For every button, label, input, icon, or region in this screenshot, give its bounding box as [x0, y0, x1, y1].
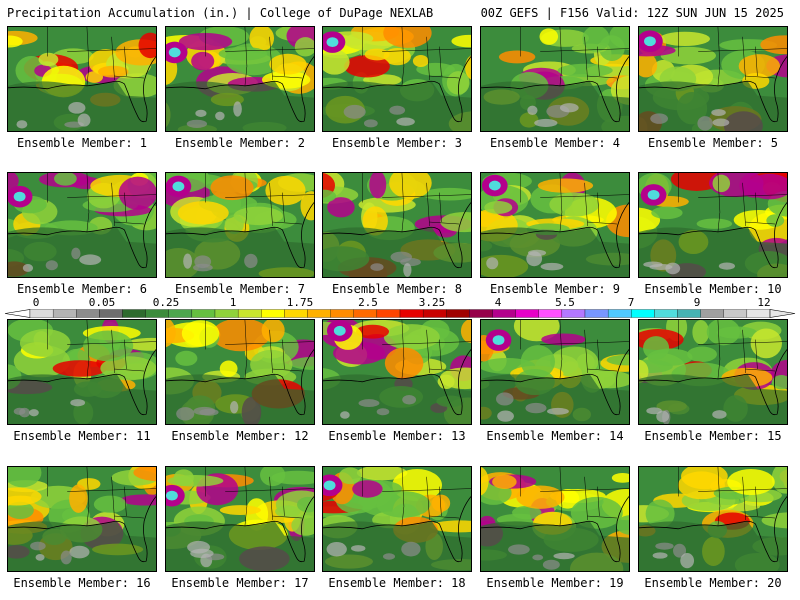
ensemble-member-caption: Ensemble Member: 9 [489, 282, 621, 296]
ensemble-member-map [322, 319, 472, 425]
map-title: Precipitation Accumulation (in.) | Colle… [7, 6, 434, 20]
colorbar-bin [52, 309, 77, 318]
colorbar-bin [538, 309, 563, 318]
ensemble-member-caption: Ensemble Member: 19 [486, 576, 624, 590]
colorbar-bin [654, 309, 678, 318]
colorbar-bin [700, 309, 724, 318]
colorbar-bin [746, 309, 771, 318]
colorbar-bin [330, 309, 354, 318]
colorbar-bin [191, 309, 216, 318]
ensemble-member-map [480, 319, 630, 425]
ensemble-member-caption: Ensemble Member: 17 [171, 576, 309, 590]
colorbar-bin [214, 309, 239, 318]
colorbar-tick-label: 0 [32, 296, 40, 309]
colorbar-bin [584, 309, 609, 318]
ensemble-member-caption: Ensemble Member: 13 [328, 429, 466, 443]
ensemble-member-caption: Ensemble Member: 10 [644, 282, 782, 296]
colorbar-bin [446, 309, 470, 318]
ensemble-member-caption: Ensemble Member: 20 [644, 576, 782, 590]
ensemble-member-map [480, 466, 630, 572]
colorbar-tick-label: 9 [693, 296, 701, 309]
ensemble-member-map [165, 466, 315, 572]
colorbar-bin [677, 309, 701, 318]
ensemble-member-map [322, 172, 472, 278]
ensemble-member-map [165, 172, 315, 278]
ensemble-member-caption: Ensemble Member: 15 [644, 429, 782, 443]
colorbar-bin [261, 309, 285, 318]
ensemble-member-caption: Ensemble Member: 3 [331, 136, 463, 150]
colorbar-bin [168, 309, 193, 318]
ensemble-member-caption: Ensemble Member: 12 [171, 429, 309, 443]
ensemble-member-map [638, 466, 788, 572]
ensemble-member-map [7, 172, 157, 278]
colorbar-bin [122, 309, 146, 318]
ensemble-member-caption: Ensemble Member: 5 [647, 136, 779, 150]
colorbar-bin [284, 309, 308, 318]
ensemble-member-caption: Ensemble Member: 2 [174, 136, 306, 150]
ensemble-member-map [638, 319, 788, 425]
ensemble-member-map [638, 172, 788, 278]
colorbar-tick-label: 2.5 [358, 296, 378, 309]
ensemble-member-map [7, 466, 157, 572]
ensemble-member-caption: Ensemble Member: 18 [328, 576, 466, 590]
colorbar-bin [76, 309, 100, 318]
colorbar-bin [29, 309, 54, 318]
colorbar-bin [353, 309, 378, 318]
ensemble-member-map [638, 26, 788, 132]
colorbar-bin [422, 309, 447, 318]
colorbar-bin [561, 309, 586, 318]
colorbar-bin [631, 309, 655, 318]
ensemble-member-caption: Ensemble Member: 8 [331, 282, 463, 296]
colorbar-tick-label: 3.25 [418, 296, 446, 309]
colorbar-tick-label: 7 [627, 296, 635, 309]
model-valid-time: 00Z GEFS | F156 Valid: 12Z SUN JUN 15 20… [480, 6, 784, 20]
colorbar-bin [237, 309, 262, 318]
colorbar-bin [376, 309, 401, 318]
ensemble-member-map [7, 319, 157, 425]
ensemble-member-map [165, 319, 315, 425]
colorbar-tick-label: 1 [229, 296, 237, 309]
ensemble-member-caption: Ensemble Member: 4 [489, 136, 621, 150]
colorbar-bin [515, 309, 539, 318]
ensemble-member-map [480, 26, 630, 132]
colorbar-bin [307, 309, 331, 318]
colorbar-bin [492, 309, 516, 318]
ensemble-member-map [322, 26, 472, 132]
colorbar-min-arrow [4, 309, 31, 318]
ensemble-member-caption: Ensemble Member: 6 [16, 282, 148, 296]
ensemble-member-map [7, 26, 157, 132]
ensemble-member-map [322, 466, 472, 572]
ensemble-member-caption: Ensemble Member: 1 [16, 136, 148, 150]
ensemble-member-caption: Ensemble Member: 16 [13, 576, 151, 590]
ensemble-member-caption: Ensemble Member: 11 [13, 429, 151, 443]
ensemble-member-caption: Ensemble Member: 7 [174, 282, 306, 296]
ensemble-member-map [480, 172, 630, 278]
precipitation-colorbar [4, 309, 796, 318]
colorbar-max-arrow [769, 309, 796, 318]
colorbar-bin [99, 309, 123, 318]
colorbar-tick-label: 0.25 [152, 296, 180, 309]
colorbar-tick-label: 1.75 [286, 296, 314, 309]
colorbar-bin [723, 309, 748, 318]
colorbar-tick-labels: 0 0.05 0.25 1 1.75 2.5 3.25 4 5.5 7 9 12 [0, 296, 800, 309]
colorbar-bin [607, 309, 632, 318]
colorbar-bin [145, 309, 169, 318]
colorbar-bin [399, 309, 424, 318]
colorbar-tick-label: 5.5 [555, 296, 575, 309]
colorbar-tick-label: 12 [757, 296, 771, 309]
ensemble-member-map [165, 26, 315, 132]
colorbar-tick-label: 4 [494, 296, 502, 309]
colorbar-bin [469, 309, 493, 318]
colorbar-tick-label: 0.05 [88, 296, 116, 309]
ensemble-member-caption: Ensemble Member: 14 [486, 429, 624, 443]
